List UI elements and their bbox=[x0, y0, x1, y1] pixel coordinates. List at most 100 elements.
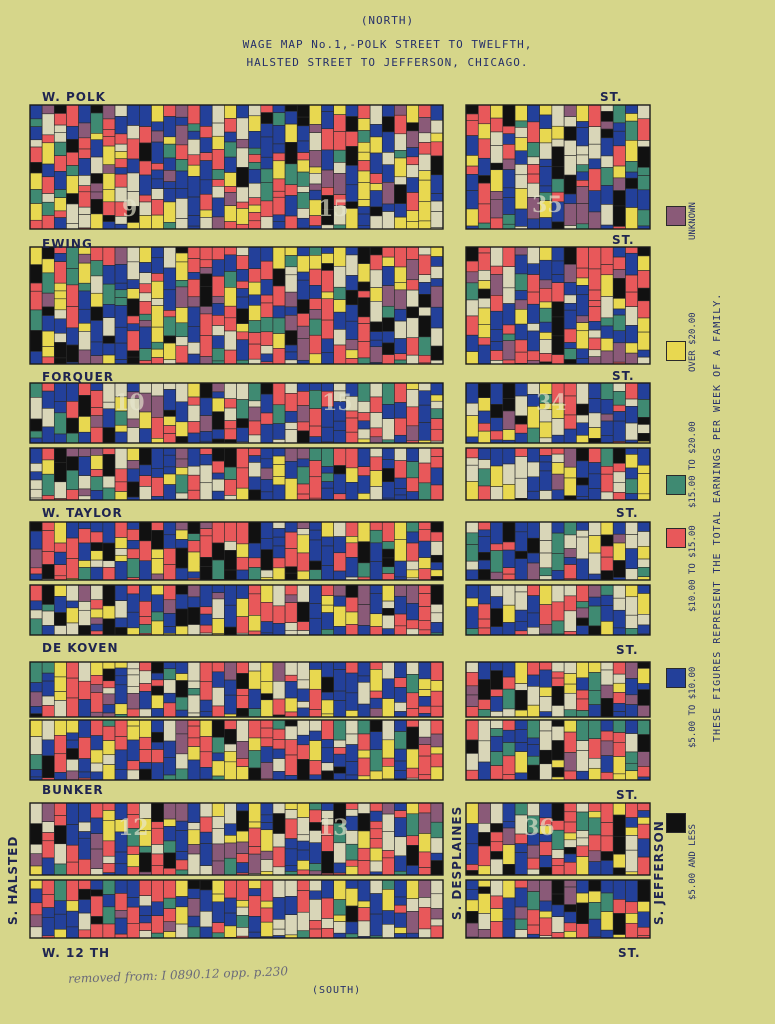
map-parcel bbox=[333, 766, 347, 774]
map-parcel bbox=[333, 311, 347, 330]
map-parcel bbox=[600, 730, 614, 742]
map-parcel bbox=[309, 920, 322, 930]
map-parcel bbox=[272, 928, 286, 936]
map-parcel bbox=[187, 688, 201, 696]
map-parcel bbox=[381, 164, 395, 183]
map-parcel bbox=[490, 169, 504, 192]
map-parcel bbox=[357, 357, 371, 365]
map-parcel bbox=[527, 719, 540, 739]
map-parcel bbox=[78, 456, 92, 476]
map-parcel bbox=[477, 929, 491, 939]
map-parcel bbox=[369, 206, 383, 217]
map-parcel bbox=[296, 421, 310, 432]
map-parcel bbox=[576, 330, 589, 350]
map-parcel bbox=[477, 203, 491, 224]
map-parcel bbox=[139, 104, 152, 127]
map-parcel bbox=[114, 684, 128, 705]
map-parcel bbox=[260, 602, 274, 622]
map-parcel bbox=[78, 349, 92, 365]
map-parcel bbox=[199, 528, 213, 537]
map-parcel bbox=[418, 132, 432, 143]
map-parcel bbox=[539, 307, 553, 323]
map-parcel bbox=[163, 267, 177, 291]
map-parcel bbox=[163, 757, 177, 776]
map-parcel bbox=[53, 551, 67, 565]
map-parcel bbox=[199, 719, 213, 737]
map-parcel bbox=[29, 736, 43, 755]
street-desplaines: S. DESPLAINES bbox=[450, 805, 464, 920]
map-parcel bbox=[309, 436, 322, 444]
map-parcel bbox=[321, 487, 334, 500]
map-parcel bbox=[418, 851, 432, 868]
map-parcel bbox=[211, 429, 225, 440]
map-parcel bbox=[381, 766, 395, 780]
map-parcel bbox=[29, 479, 43, 490]
map-parcel bbox=[527, 868, 540, 876]
map-parcel bbox=[514, 879, 528, 889]
map-parcel bbox=[637, 856, 651, 876]
map-parcel bbox=[211, 472, 225, 480]
map-parcel bbox=[563, 692, 577, 711]
map-parcel bbox=[502, 802, 516, 822]
map-parcel bbox=[29, 397, 43, 420]
map-parcel bbox=[418, 879, 432, 898]
map-parcel bbox=[406, 192, 420, 212]
map-parcel bbox=[490, 596, 504, 609]
map-parcel bbox=[514, 299, 528, 310]
map-parcel bbox=[357, 263, 371, 283]
map-parcel bbox=[539, 128, 553, 144]
map-parcel bbox=[477, 410, 491, 424]
map-parcel bbox=[477, 459, 491, 470]
map-parcel bbox=[551, 138, 565, 148]
map-parcel bbox=[625, 817, 639, 828]
map-parcel bbox=[236, 556, 249, 571]
map-parcel bbox=[41, 258, 55, 274]
map-parcel bbox=[551, 316, 565, 337]
map-parcel bbox=[430, 418, 444, 430]
map-parcel bbox=[345, 879, 359, 889]
map-parcel bbox=[236, 246, 249, 256]
map-parcel bbox=[151, 731, 164, 743]
map-parcel bbox=[345, 624, 359, 636]
map-parcel bbox=[114, 600, 128, 619]
map-parcel bbox=[309, 740, 322, 761]
map-parcel bbox=[514, 137, 528, 152]
map-parcel bbox=[211, 687, 225, 707]
map-parcel bbox=[29, 146, 43, 163]
map-parcel bbox=[502, 303, 516, 326]
map-parcel bbox=[637, 167, 651, 176]
map-parcel bbox=[29, 600, 43, 611]
map-parcel bbox=[151, 853, 164, 866]
map-parcel bbox=[114, 667, 128, 677]
map-parcel bbox=[430, 155, 444, 176]
map-parcel bbox=[102, 118, 116, 130]
map-parcel bbox=[236, 719, 249, 742]
map-parcel bbox=[418, 540, 432, 558]
map-parcel bbox=[490, 661, 504, 671]
map-parcel bbox=[66, 223, 79, 230]
map-parcel bbox=[224, 751, 237, 763]
map-parcel bbox=[41, 604, 55, 612]
map-parcel bbox=[248, 821, 262, 829]
map-parcel bbox=[637, 447, 651, 466]
map-parcel bbox=[163, 774, 177, 781]
map-parcel bbox=[163, 921, 177, 932]
map-parcel bbox=[576, 802, 589, 813]
map-parcel bbox=[625, 694, 639, 705]
map-parcel bbox=[224, 156, 237, 173]
map-parcel bbox=[211, 816, 225, 829]
block-number: 34 bbox=[536, 390, 567, 416]
map-block-outline bbox=[29, 246, 444, 365]
map-parcel bbox=[321, 426, 334, 443]
map-parcel bbox=[333, 842, 347, 864]
map-parcel bbox=[66, 622, 79, 636]
map-parcel bbox=[211, 490, 225, 501]
map-parcel bbox=[126, 460, 140, 470]
legend-label-over-20: OVER $20.00 bbox=[688, 312, 698, 372]
map-parcel bbox=[139, 201, 152, 216]
map-parcel bbox=[490, 430, 504, 441]
map-parcel bbox=[236, 331, 249, 341]
map-block-outline bbox=[29, 584, 444, 636]
map-parcel bbox=[477, 865, 491, 876]
map-parcel bbox=[394, 595, 407, 615]
